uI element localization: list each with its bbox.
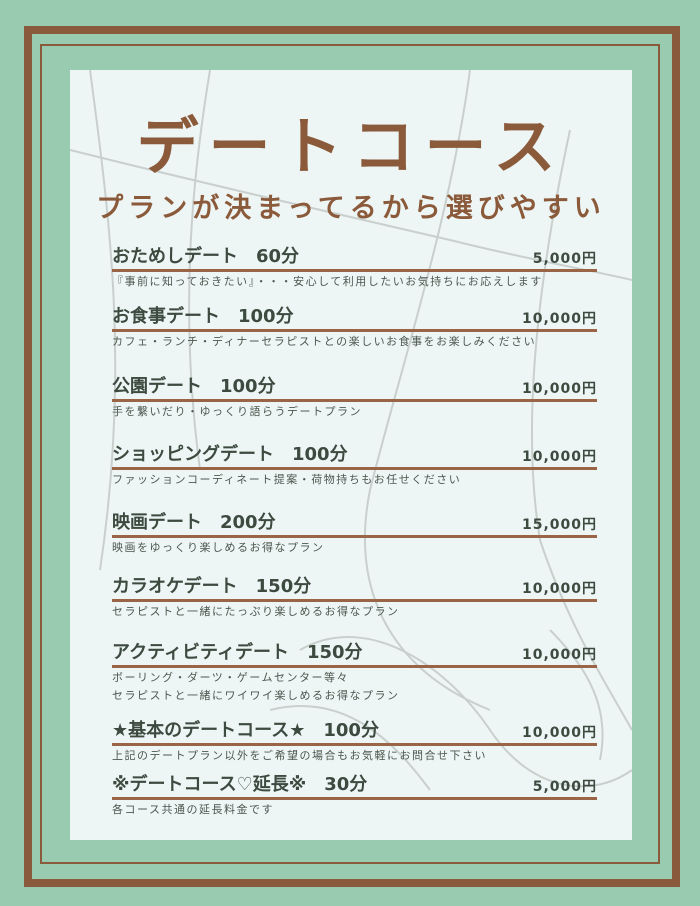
menu-item: ※デートコース♡延長※ 30分 5,000円各コース共通の延長料金です [112,770,597,818]
menu-item-price: 5,000円 [532,779,597,795]
menu-item-description: セラピストと一緒にワイワイ楽しめるお得なプラン [112,689,400,702]
menu-item-price: 10,000円 [521,581,597,597]
menu-item: カラオケデート 150分 10,000円セラピストと一緒にたっぷり楽しめるお得なプ… [112,572,597,620]
menu-item-name: 公園デート 100分 [112,376,276,397]
menu-item-description: ファッションコーディネート提案・荷物持ちもお任せください [112,473,462,486]
menu-item-header: 映画デート 200分 15,000円 [112,508,597,538]
menu-item-header: おためしデート 60分 5,000円 [112,242,597,272]
background-line-illustration [70,70,632,791]
menu-item-name: ※デートコース♡延長※ 30分 [112,774,368,795]
menu-item-description: セラピストと一緒にたっぷり楽しめるお得なプラン [112,605,400,618]
menu-item-name: 映画デート 200分 [112,512,276,533]
menu-item-price: 10,000円 [521,381,597,397]
menu-item-name: お食事デート 100分 [112,306,294,327]
menu-panel: デートコース プランが決まってるから選びやすい おためしデート 60分 5,000… [70,70,632,840]
menu-item-price: 15,000円 [521,517,597,533]
menu-item: おためしデート 60分 5,000円『事前に知っておきたい』・・・安心して利用した… [112,242,597,290]
menu-item: ショッピングデート 100分 10,000円ファッションコーディネート提案・荷物持… [112,440,597,488]
menu-item: ★基本のデートコース★ 100分 10,000円上記のデートプラン以外をご希望の場… [112,716,597,764]
menu-item-price: 10,000円 [521,449,597,465]
menu-item-description: カフェ・ランチ・ディナーセラピストとの楽しいお食事をお楽しみください [112,335,537,348]
menu-item-name: アクティビティデート 150分 [112,642,363,663]
menu-item-name: ★基本のデートコース★ 100分 [112,720,379,741]
menu-item-price: 5,000円 [532,251,597,267]
menu-item: 公園デート 100分 10,000円手を繋いだり・ゆっくり語らうデートプラン [112,372,597,420]
menu-item-name: カラオケデート 150分 [112,576,312,597]
menu-item-header: 公園デート 100分 10,000円 [112,372,597,402]
menu-item-header: ※デートコース♡延長※ 30分 5,000円 [112,770,597,800]
menu-item-price: 10,000円 [521,311,597,327]
menu-item-header: ショッピングデート 100分 10,000円 [112,440,597,470]
menu-item-price: 10,000円 [521,647,597,663]
page-subtitle: プランが決まってるから選びやすい [96,193,606,224]
menu-item-header: ★基本のデートコース★ 100分 10,000円 [112,716,597,746]
menu-item-header: カラオケデート 150分 10,000円 [112,572,597,602]
inner-frame [40,44,660,864]
menu-item-description: 映画をゆっくり楽しめるお得なプラン [112,541,325,554]
outer-frame [24,26,680,887]
menu-item-description: 各コース共通の延長料金です [112,803,274,816]
menu-item-price: 10,000円 [521,725,597,741]
menu-item-name: ショッピングデート 100分 [112,444,348,465]
menu-item-description: 手を繋いだり・ゆっくり語らうデートプラン [112,405,362,418]
menu-item-header: アクティビティデート 150分 10,000円 [112,638,597,668]
menu-item: お食事デート 100分 10,000円カフェ・ランチ・ディナーセラピストとの楽しい… [112,302,597,350]
menu-item-header: お食事デート 100分 10,000円 [112,302,597,332]
menu-item-description: 『事前に知っておきたい』・・・安心して利用したいお気持ちにお応えします [112,275,543,288]
menu-item-description: ボーリング・ダーツ・ゲームセンター等々 [112,671,349,684]
menu-item: 映画デート 200分 15,000円映画をゆっくり楽しめるお得なプラン [112,508,597,556]
menu-item: アクティビティデート 150分 10,000円ボーリング・ダーツ・ゲームセンター等… [112,638,597,704]
page-title: デートコース [136,110,566,183]
menu-item-description: 上記のデートプラン以外をご希望の場合もお気軽にお問合せ下さい [112,749,487,762]
menu-item-name: おためしデート 60分 [112,246,300,267]
